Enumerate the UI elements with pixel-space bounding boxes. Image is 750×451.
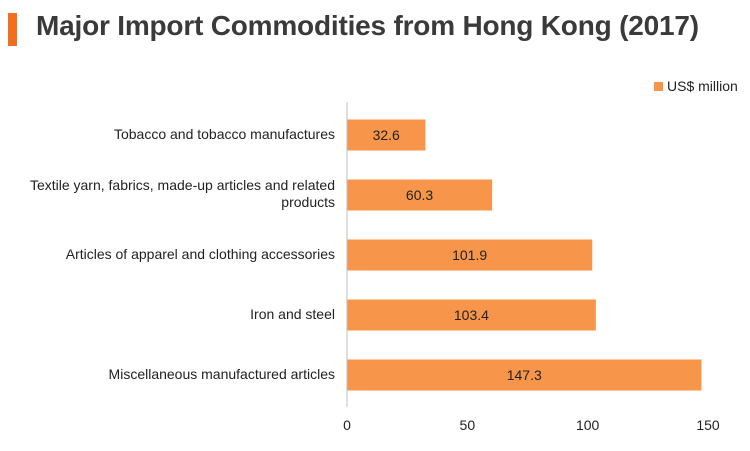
bar — [347, 179, 493, 211]
category-label: Textile yarn, fabrics, made-up articles … — [29, 177, 335, 210]
bar-data-label: 147.3 — [507, 367, 542, 383]
legend-swatch — [654, 81, 663, 91]
category-label: Miscellaneous manufactured articles — [108, 365, 335, 382]
category-label: Articles of apparel and clothing accesso… — [65, 245, 335, 262]
x-tick-label: 50 — [460, 417, 476, 433]
bar-data-label: 103.4 — [454, 307, 489, 323]
legend: US$ million — [654, 78, 738, 94]
bar — [347, 299, 596, 331]
x-tick-label: 150 — [696, 417, 720, 433]
legend-label: US$ million — [667, 78, 738, 94]
chart-title: Major Import Commodities from Hong Kong … — [36, 10, 699, 41]
category-label: Iron and steel — [250, 305, 335, 322]
bar-data-label: 101.9 — [452, 247, 487, 263]
x-tick-label: 100 — [576, 417, 600, 433]
bar — [347, 119, 426, 151]
bar — [347, 239, 593, 271]
bar-data-label: 60.3 — [406, 187, 433, 203]
category-label: Tobacco and tobacco manufactures — [113, 125, 335, 142]
title-accent-bar — [8, 13, 17, 46]
bar — [347, 359, 702, 391]
x-tick-label: 0 — [343, 417, 351, 433]
bar-data-label: 32.6 — [373, 127, 400, 143]
